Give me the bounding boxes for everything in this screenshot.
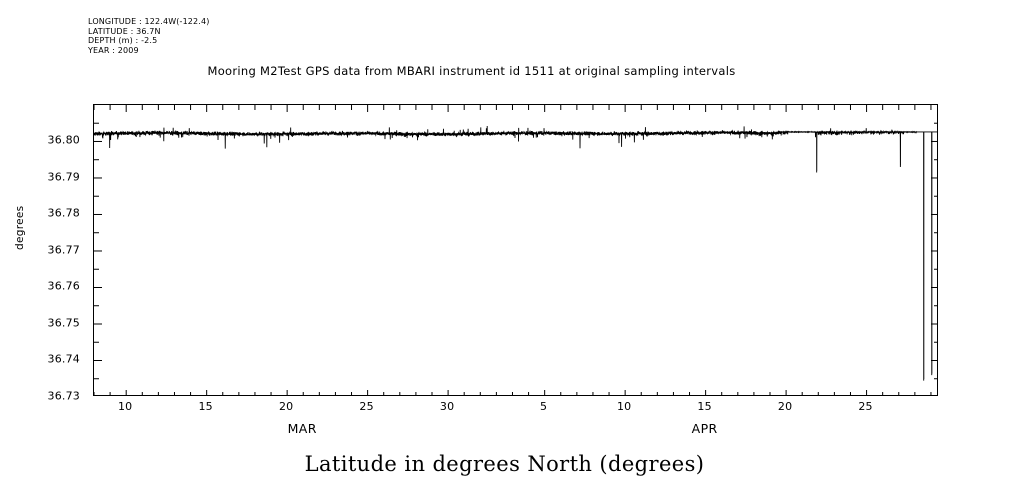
x-tick-label: 20: [777, 400, 793, 413]
x-tick-label: 25: [858, 400, 873, 413]
x-tick-label: 15: [697, 400, 712, 413]
y-tick-label: 36.78: [47, 206, 80, 220]
plot-canvas: [94, 105, 937, 395]
y-tick-label: 36.80: [47, 133, 80, 147]
x-axis-month-labels: MAR APR: [93, 421, 938, 439]
month-label: MAR: [287, 421, 317, 436]
x-tick-label: 10: [117, 400, 133, 413]
y-tick-label: 36.74: [47, 352, 80, 366]
month-label: APR: [691, 421, 718, 436]
y-tick-label: 36.79: [47, 170, 80, 184]
x-tick-label: 30: [439, 400, 455, 413]
x-tick-label: 20: [278, 400, 294, 413]
metadata-block: LONGITUDE : 122.4W(-122.4) LATITUDE : 36…: [88, 17, 210, 55]
bottom-caption: Latitude in degrees North (degrees): [304, 452, 705, 476]
metadata-latitude: LATITUDE : 36.7N: [88, 26, 161, 36]
metadata-longitude: LONGITUDE : 122.4W(-122.4): [88, 17, 210, 26]
axis-ticks: [94, 105, 937, 395]
metadata-depth: DEPTH (m) : -2.5: [88, 36, 158, 46]
metadata-year: YEAR : 2009: [88, 45, 139, 55]
y-tick-label: 36.75: [47, 316, 80, 330]
y-tick-label: 36.73: [47, 389, 80, 403]
y-axis-tick-labels: 36.80 36.79 36.78 36.77 36.76 36.75 36.74 36.73: [0, 104, 88, 403]
y-tick-label: 36.76: [47, 279, 80, 293]
y-tick-label: 36.77: [47, 243, 80, 257]
x-tick-label: 5: [540, 400, 548, 413]
x-tick-label: 25: [359, 400, 374, 413]
data-series-latitude: [94, 126, 937, 381]
x-axis-tick-labels: 10 15 20 25 30 5 10 15 20 25: [93, 400, 938, 416]
chart-title: Mooring M2Test GPS data from MBARI instr…: [207, 64, 736, 78]
plot-area: [93, 104, 938, 396]
x-tick-label: 10: [616, 400, 632, 413]
x-tick-label: 15: [198, 400, 213, 413]
